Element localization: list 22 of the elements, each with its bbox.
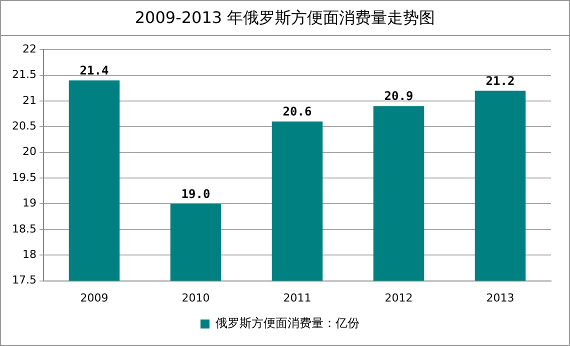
text: 21.4 — [80, 64, 109, 78]
y-tick-label: 22 — [22, 42, 36, 56]
y-tick-label: 18.5 — [12, 222, 36, 236]
y-tick-label: 20.5 — [12, 120, 36, 133]
y-tick-label: 21.5 — [12, 68, 36, 82]
text: 19.0 — [181, 186, 210, 201]
y-tick-label: 19.5 — [12, 170, 36, 184]
legend-label: 俄罗斯方便面消费量：亿份 — [216, 316, 360, 330]
y-tick-label: 18 — [22, 248, 36, 261]
x-tick-label: 2011 — [283, 291, 312, 304]
x-tick-label: 2013 — [486, 291, 514, 304]
y-tick-label: 19 — [22, 196, 36, 210]
x-tick-label: 2012 — [384, 291, 413, 304]
y-tick-label: 20 — [22, 145, 36, 158]
y-tick-label: 21 — [22, 94, 36, 107]
text: 20.6 — [282, 104, 312, 119]
x-tick-label: 2010 — [182, 291, 210, 304]
chart-title: 2009-2013 年俄罗斯方便面消费量走势图 — [1, 1, 569, 36]
x-tick-label: 2009 — [80, 291, 108, 304]
y-tick-label: 17.5 — [12, 274, 36, 287]
text: 21.2 — [486, 74, 515, 88]
text: 20.9 — [384, 89, 414, 104]
